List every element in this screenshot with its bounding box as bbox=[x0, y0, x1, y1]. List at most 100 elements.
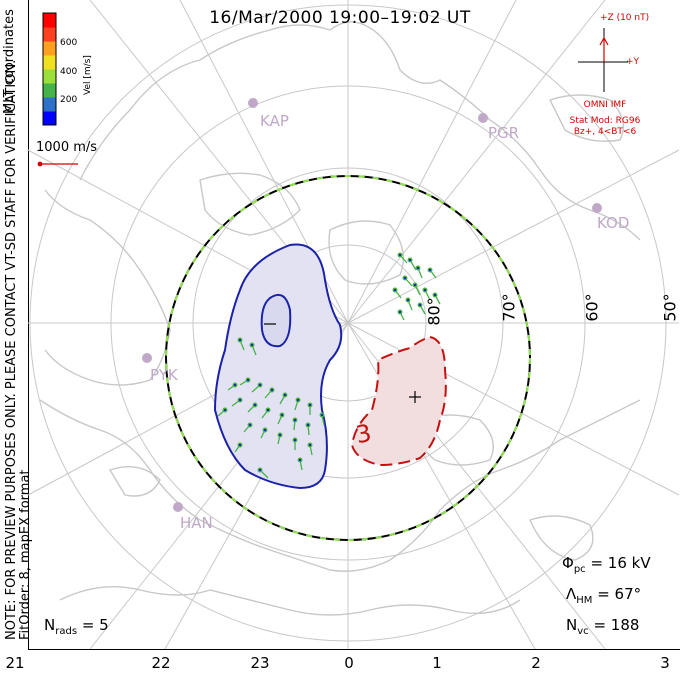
vector-point bbox=[407, 257, 413, 263]
negative-cell bbox=[213, 243, 343, 490]
station-label-pgr: PGR bbox=[488, 124, 520, 142]
colorbar-tick-400: 400 bbox=[60, 67, 78, 77]
vector-point bbox=[405, 297, 411, 303]
vector-point bbox=[397, 252, 403, 258]
vector-point bbox=[249, 342, 255, 348]
colorbar-label: Vel [m/s] bbox=[83, 55, 93, 95]
mlt-label-22: 22 bbox=[151, 654, 171, 672]
colorbar-segment bbox=[43, 55, 56, 70]
mlt-label-0: 0 bbox=[344, 654, 354, 672]
imf-condition: Bz+, 4<BT<6 bbox=[573, 127, 637, 137]
lat-label-50: 50° bbox=[660, 293, 680, 322]
colorbar-segment bbox=[43, 13, 56, 28]
imf-z-label: +Z (10 nT) bbox=[600, 13, 650, 23]
lambda-hm-stat: ΛHM = 67° bbox=[566, 585, 641, 606]
station-label-han: HAN bbox=[180, 514, 213, 532]
vector-point bbox=[417, 302, 423, 308]
n-rads-value: = 5 bbox=[81, 616, 109, 634]
vector-point bbox=[307, 402, 313, 408]
vector-point bbox=[279, 412, 285, 418]
vector-point bbox=[292, 437, 298, 443]
vector-point bbox=[307, 442, 313, 448]
lat-label-70: 70° bbox=[499, 293, 519, 322]
vector-point bbox=[237, 442, 243, 448]
mlt-label-3: 3 bbox=[660, 654, 670, 672]
coastlines bbox=[39, 21, 641, 616]
n-rads-sub: rads bbox=[55, 626, 78, 637]
scale-vector-label: 1000 m/s bbox=[36, 140, 98, 155]
vector-point bbox=[412, 282, 418, 288]
station-marker-kod bbox=[592, 203, 602, 213]
imf-source: OMNI IMF bbox=[583, 100, 627, 110]
negative-cell-inner bbox=[260, 294, 292, 348]
vector-point bbox=[427, 267, 433, 273]
fit-order-note: FitOrder: 8, mapEX format bbox=[18, 469, 33, 640]
vector-point bbox=[222, 407, 228, 413]
velocity-colorbar bbox=[43, 13, 56, 126]
vector-point bbox=[432, 292, 438, 298]
lambda-hm-symbol: Λ bbox=[566, 585, 577, 603]
vector-point bbox=[247, 422, 253, 428]
lambda-hm-sub: HM bbox=[576, 595, 593, 606]
station-marker-han bbox=[173, 502, 183, 512]
station-marker-pyk bbox=[142, 353, 152, 363]
vector-point bbox=[232, 382, 238, 388]
n-vc-sub: vc bbox=[577, 626, 589, 637]
imf-vector bbox=[599, 36, 609, 62]
colorbar-segment bbox=[43, 27, 56, 42]
station-markers bbox=[142, 98, 602, 512]
contour-markers bbox=[264, 323, 421, 403]
phi-pc-symbol: Φ bbox=[562, 554, 574, 572]
colorbar-segment bbox=[43, 69, 56, 84]
velocity-vectors bbox=[217, 252, 441, 479]
page-title: 16/Mar/2000 19:00–19:02 UT bbox=[209, 8, 471, 28]
vector-point bbox=[277, 432, 283, 438]
colorbar-frame bbox=[42, 12, 57, 126]
colorbar-segment bbox=[43, 97, 56, 112]
n-rads-symbol: N bbox=[44, 616, 56, 634]
positive-cell bbox=[350, 335, 447, 467]
vector-point bbox=[257, 382, 263, 388]
colorbar-segment bbox=[43, 83, 56, 98]
vector-point bbox=[297, 457, 303, 463]
vector-point bbox=[237, 337, 243, 343]
imf-y-label: +Y bbox=[626, 57, 640, 67]
vector-point bbox=[305, 422, 311, 428]
station-label-kap: KAP bbox=[260, 112, 289, 130]
phi-pc-value: = 16 kV bbox=[590, 554, 651, 572]
vector-point bbox=[257, 467, 263, 473]
lambda-hm-value: = 67° bbox=[597, 585, 642, 603]
vector-point bbox=[397, 309, 403, 315]
vector-point bbox=[252, 402, 258, 408]
lat-label-80: 80° bbox=[424, 297, 444, 326]
vector-point bbox=[282, 392, 288, 398]
vector-point bbox=[292, 417, 298, 423]
mlt-coordinates-label: MLT coordinates bbox=[2, 9, 17, 114]
vector-point bbox=[402, 275, 408, 281]
vector-point bbox=[245, 377, 251, 383]
colorbar-segment bbox=[43, 41, 56, 56]
preview-note: NOTE: FOR PREVIEW PURPOSES ONLY. PLEASE … bbox=[4, 59, 19, 640]
phi-pc-sub: pc bbox=[573, 564, 586, 575]
vector-point bbox=[237, 397, 243, 403]
map-frame bbox=[28, 0, 680, 650]
mlt-label-2: 2 bbox=[531, 654, 541, 672]
station-marker-kap bbox=[248, 98, 258, 108]
colorbar-tick-200: 200 bbox=[60, 95, 78, 105]
n-vc-stat: Nvc = 188 bbox=[566, 616, 639, 637]
n-rads-stat: Nrads = 5 bbox=[44, 616, 109, 637]
lat-label-60: 60° bbox=[582, 293, 602, 322]
colorbar-segment bbox=[43, 111, 56, 126]
imf-clock bbox=[578, 28, 628, 92]
hm-boundary-dash bbox=[165, 175, 531, 541]
vector-point bbox=[262, 427, 268, 433]
vector-point bbox=[319, 412, 325, 418]
imf-stat-mod: Stat Mod: RG96 bbox=[569, 116, 641, 126]
colorbar-tick-600: 600 bbox=[60, 38, 78, 48]
n-vc-value: = 188 bbox=[593, 616, 640, 634]
vector-point bbox=[415, 265, 421, 271]
scale-vector bbox=[37, 161, 78, 167]
vectors-dawn bbox=[392, 252, 441, 321]
vectors-dusk bbox=[217, 337, 325, 479]
